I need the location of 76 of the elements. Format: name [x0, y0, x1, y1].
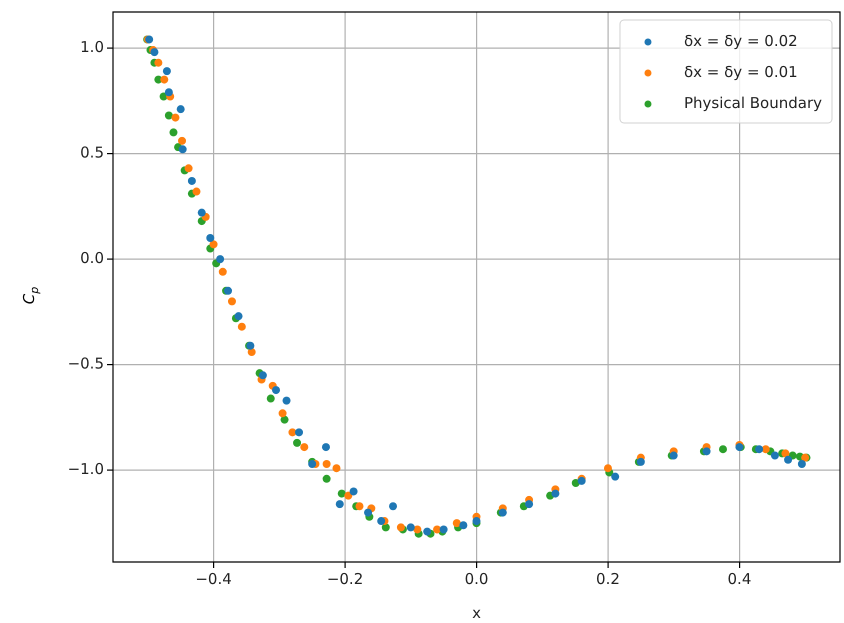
y-tick-label: −1.0 [68, 460, 104, 478]
point [459, 521, 468, 530]
point [755, 445, 764, 454]
x-axis-title: x [472, 604, 482, 622]
point [218, 268, 227, 276]
point [406, 523, 415, 532]
point [433, 525, 442, 534]
point [164, 111, 173, 120]
point [423, 528, 432, 536]
point [300, 443, 308, 452]
point [288, 428, 296, 436]
point [718, 445, 727, 454]
point [154, 58, 162, 67]
point [178, 136, 186, 145]
point [206, 234, 214, 242]
legend-label: δx = δy = 0.02 [684, 32, 798, 50]
point [295, 428, 304, 436]
point [355, 502, 364, 510]
point [238, 322, 246, 331]
point [282, 396, 291, 405]
y-tick-label: 0.5 [80, 143, 104, 162]
point [344, 492, 352, 500]
x-tick-label: 0.4 [728, 570, 752, 588]
point [293, 438, 302, 447]
point [604, 464, 612, 472]
y-tick-label: −0.5 [68, 354, 104, 373]
point [389, 502, 398, 510]
point [350, 487, 358, 496]
point [322, 460, 331, 468]
point [228, 297, 236, 306]
point [364, 508, 372, 517]
point [798, 460, 806, 468]
point [551, 490, 560, 498]
point [336, 500, 344, 508]
point [178, 145, 187, 154]
point [440, 525, 448, 534]
point [781, 449, 790, 458]
point [611, 472, 620, 481]
point [278, 409, 287, 418]
point [169, 128, 178, 136]
point [452, 519, 461, 528]
point [198, 208, 206, 217]
point [216, 255, 224, 264]
point [784, 456, 792, 464]
point [322, 474, 331, 483]
x-tick-label: −0.2 [326, 570, 364, 588]
point [266, 394, 275, 403]
y-tick-label: 1.0 [80, 38, 104, 56]
legend-label: Physical Boundary [684, 94, 822, 112]
point [162, 67, 171, 76]
x-tick-label: −0.4 [195, 570, 232, 588]
point [702, 447, 711, 456]
point [210, 240, 218, 248]
y-tick-label: 0.0 [80, 249, 104, 268]
x-tick-label: 0.2 [596, 570, 620, 588]
point [258, 371, 267, 380]
point [160, 76, 168, 84]
point [322, 443, 330, 452]
point [770, 452, 779, 460]
point [377, 517, 386, 526]
point [171, 114, 180, 122]
legend-label: δx = δy = 0.01 [684, 62, 798, 81]
point [176, 105, 185, 114]
point [338, 490, 346, 498]
point [164, 88, 173, 96]
point [234, 312, 243, 320]
x-tick-label: 0.0 [464, 570, 488, 588]
point [248, 348, 256, 356]
point [413, 525, 422, 534]
point [332, 464, 340, 472]
point [272, 386, 280, 394]
point [184, 164, 193, 172]
point [188, 176, 196, 185]
point [525, 500, 534, 508]
point [280, 416, 289, 424]
point [192, 188, 200, 196]
